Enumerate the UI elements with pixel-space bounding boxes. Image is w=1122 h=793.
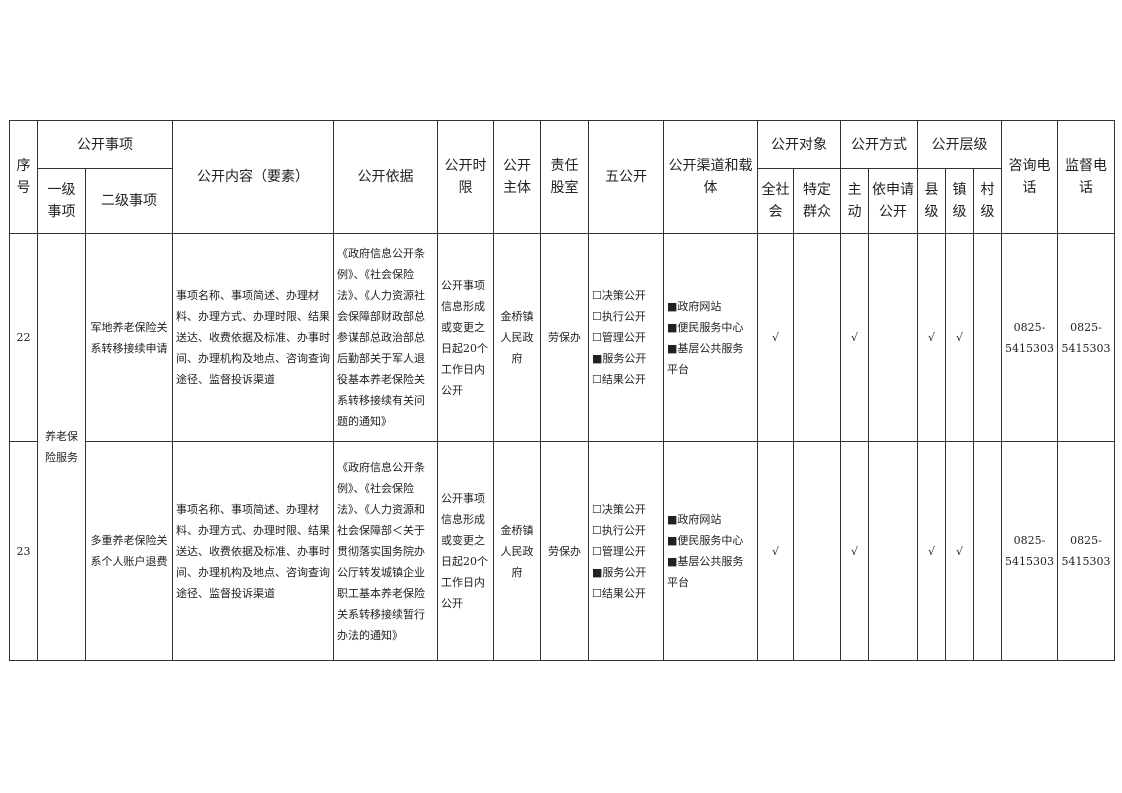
header-dept: 责任股室 <box>540 120 589 234</box>
cell-level-county: √ <box>917 441 946 661</box>
cell-consult: 0825-5415303 <box>1001 441 1058 661</box>
cell-channel: ■政府网站 ■便民服务中心 ■基层公共服务平台 <box>663 441 758 661</box>
table-row: 23 多重养老保险关系个人账户退费 事项名称、事项简述、办理材料、办理方式、办理… <box>9 441 1115 661</box>
cell-content: 事项名称、事项简述、办理材料、办理方式、办理时限、结果送达、收费依据及标准、办事… <box>172 233 334 442</box>
cell-level-village <box>973 441 1002 661</box>
cell-limit: 公开事项信息形成或变更之日起20个工作日内公开 <box>437 441 494 661</box>
cell-seq: 23 <box>9 441 38 661</box>
cell-method-active: √ <box>840 441 869 661</box>
cell-consult: 0825-5415303 <box>1001 233 1058 442</box>
header-seq: 序号 <box>9 120 38 234</box>
disclosure-table: 序号 公开事项 公开内容（要素） 公开依据 公开时限 公开主体 责任股室 五公开… <box>9 120 1115 661</box>
cell-basis: 《政府信息公开条例》、《社会保险法》、《人力资源社会保障部财政部总参谋部总政治部… <box>333 233 438 442</box>
cell-dept: 劳保办 <box>540 441 589 661</box>
table-row: 22 养老保险服务 军地养老保险关系转移接续申请 事项名称、事项简述、办理材料、… <box>9 233 1115 661</box>
cell-method-apply <box>868 441 918 661</box>
cell-limit: 公开事项信息形成或变更之日起20个工作日内公开 <box>437 233 494 442</box>
header-content: 公开内容（要素） <box>172 120 334 234</box>
header-consult: 咨询电话 <box>1001 120 1058 234</box>
header-method-active: 主动 <box>840 168 869 234</box>
header-five: 五公开 <box>588 120 664 234</box>
cell-target-group <box>793 233 841 442</box>
cell-l2: 多重养老保险关系个人账户退费 <box>85 441 173 661</box>
cell-level-village <box>973 233 1002 442</box>
cell-level-town: √ <box>945 233 974 442</box>
cell-l1: 养老保险服务 <box>37 233 86 661</box>
cell-basis: 《政府信息公开条例》、《社会保险法》、《人力资源和社会保障部＜关于贯彻落实国务院… <box>333 441 438 661</box>
cell-seq: 22 <box>9 233 38 442</box>
header-item-l2: 二级事项 <box>85 168 173 234</box>
cell-supervise: 0825-5415303 <box>1057 233 1115 442</box>
header-limit: 公开时限 <box>437 120 494 234</box>
cell-target-all: √ <box>757 233 794 442</box>
cell-dept: 劳保办 <box>540 233 589 442</box>
header-supervise: 监督电话 <box>1057 120 1115 234</box>
header-level-town: 镇级 <box>945 168 974 234</box>
cell-content: 事项名称、事项简述、办理材料、办理方式、办理时限、结果送达、收费依据及标准、办事… <box>172 441 334 661</box>
cell-five: ☐决策公开 ☐执行公开 ☐管理公开 ■服务公开 ☐结果公开 <box>588 441 664 661</box>
header-level: 公开层级 <box>917 120 1002 169</box>
header-method-apply: 依申请公开 <box>868 168 918 234</box>
cell-subject: 金桥镇人民政府 <box>493 233 541 442</box>
cell-target-group <box>793 441 841 661</box>
header-basis: 公开依据 <box>333 120 438 234</box>
header-subject: 公开主体 <box>493 120 541 234</box>
header-level-county: 县级 <box>917 168 946 234</box>
header-target-group: 特定群众 <box>793 168 841 234</box>
cell-target-all: √ <box>757 441 794 661</box>
header-channel: 公开渠道和载体 <box>663 120 758 234</box>
cell-channel: ■政府网站 ■便民服务中心 ■基层公共服务平台 <box>663 233 758 442</box>
cell-supervise: 0825-5415303 <box>1057 441 1115 661</box>
cell-subject: 金桥镇人民政府 <box>493 441 541 661</box>
header-target-all: 全社会 <box>757 168 794 234</box>
cell-l2: 军地养老保险关系转移接续申请 <box>85 233 173 442</box>
header-method: 公开方式 <box>840 120 918 169</box>
cell-method-apply <box>868 233 918 442</box>
cell-method-active: √ <box>840 233 869 442</box>
header-item: 公开事项 <box>37 120 173 169</box>
header-item-l1: 一级事项 <box>37 168 86 234</box>
header-level-village: 村级 <box>973 168 1002 234</box>
cell-five: ☐决策公开 ☐执行公开 ☐管理公开 ■服务公开 ☐结果公开 <box>588 233 664 442</box>
cell-level-county: √ <box>917 233 946 442</box>
cell-level-town: √ <box>945 441 974 661</box>
header-target: 公开对象 <box>757 120 841 169</box>
